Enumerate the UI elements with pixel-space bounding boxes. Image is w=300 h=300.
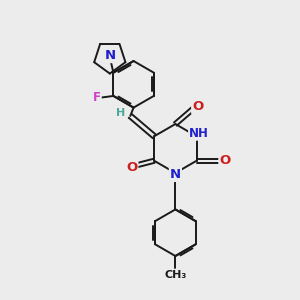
Text: H: H [116,108,125,118]
Text: F: F [93,91,101,104]
Text: N: N [104,49,116,62]
Text: O: O [219,154,231,167]
Text: O: O [126,161,137,174]
Text: O: O [192,100,203,113]
Text: NH: NH [189,127,209,140]
Text: CH₃: CH₃ [164,269,187,280]
Text: N: N [170,168,181,181]
